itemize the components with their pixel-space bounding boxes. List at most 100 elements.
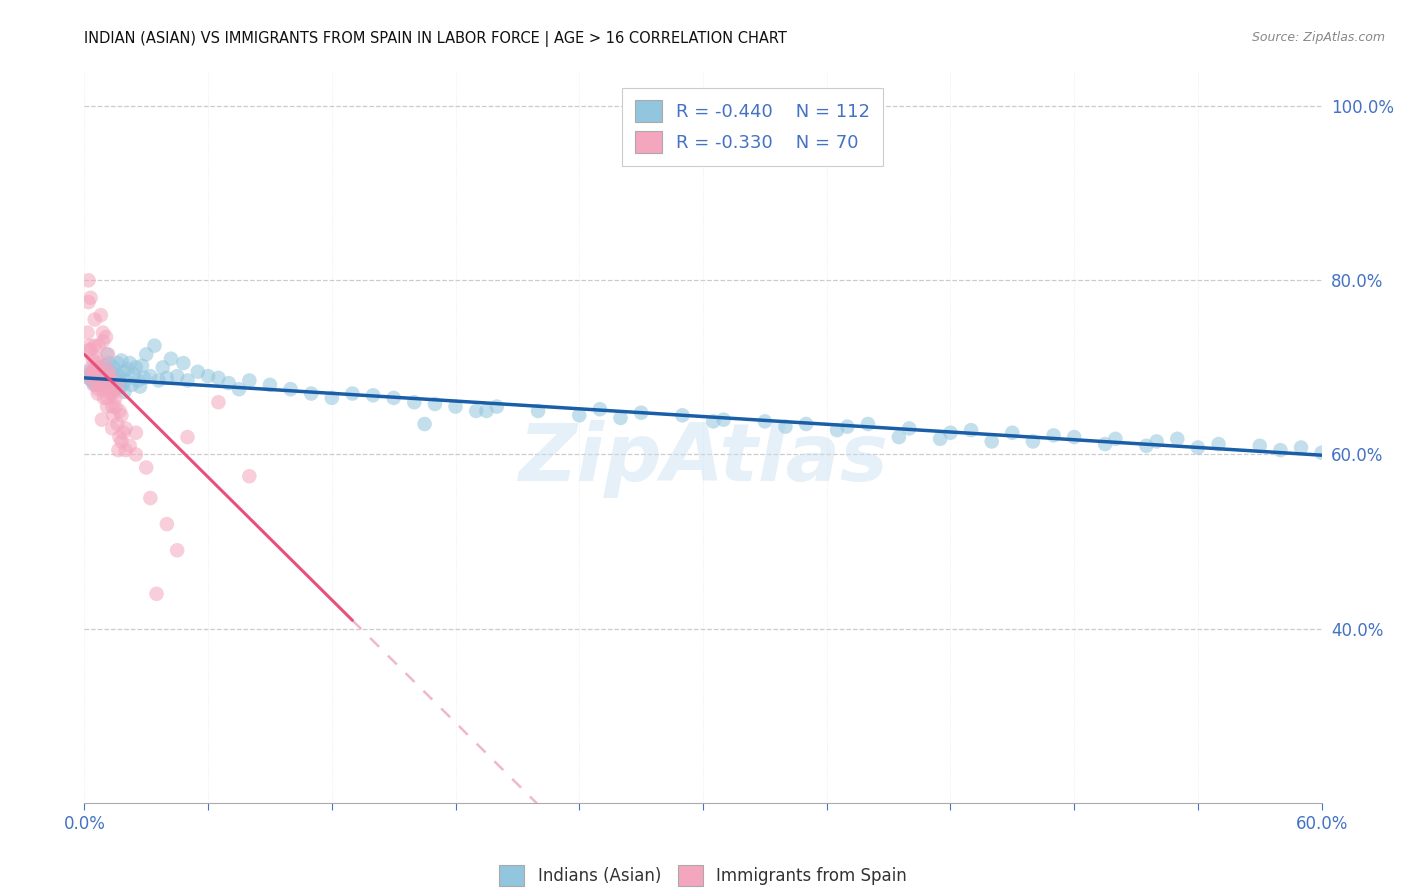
Point <box>110 379 132 393</box>
Point <box>112 365 135 379</box>
Point <box>82 365 104 379</box>
Point <box>79 369 101 384</box>
Point <box>90 369 112 384</box>
Point <box>197 369 219 384</box>
Point <box>754 414 776 428</box>
Point <box>94 359 117 373</box>
Point <box>485 400 508 414</box>
Point <box>87 369 110 384</box>
Point <box>166 369 188 384</box>
Point <box>79 338 101 352</box>
Point <box>118 356 141 370</box>
Point <box>218 376 240 390</box>
Point <box>1270 443 1292 458</box>
Point <box>609 411 631 425</box>
Point <box>1042 428 1064 442</box>
Point <box>103 360 125 375</box>
Point <box>114 384 136 399</box>
Point <box>630 406 652 420</box>
Point <box>960 423 983 437</box>
Point <box>1146 434 1168 449</box>
Point <box>80 360 103 375</box>
Point <box>93 391 115 405</box>
Point <box>98 386 121 401</box>
Point <box>176 374 198 388</box>
Point <box>110 409 132 423</box>
Point <box>86 365 108 379</box>
Point <box>103 382 125 396</box>
Point <box>156 517 179 532</box>
Point <box>97 369 120 384</box>
Point <box>321 391 343 405</box>
Point <box>117 362 139 376</box>
Point <box>110 353 132 368</box>
Point <box>1166 432 1188 446</box>
Point <box>1135 439 1157 453</box>
Point <box>127 374 149 388</box>
Point <box>134 371 156 385</box>
Point <box>98 365 121 379</box>
Point <box>77 295 100 310</box>
Point <box>148 374 170 388</box>
Point <box>238 469 260 483</box>
Point <box>94 374 117 388</box>
Point <box>145 587 167 601</box>
Point <box>125 425 148 440</box>
Point <box>125 360 148 375</box>
Point <box>100 386 122 401</box>
Point <box>80 374 103 388</box>
Point <box>104 391 127 405</box>
Point <box>101 371 124 385</box>
Point <box>90 308 112 322</box>
Point <box>82 351 104 366</box>
Point <box>77 371 100 385</box>
Point <box>104 400 127 414</box>
Point <box>568 409 591 423</box>
Point <box>75 369 97 384</box>
Point <box>775 419 797 434</box>
Point <box>89 377 111 392</box>
Point <box>131 359 153 373</box>
Point <box>89 360 111 375</box>
Point <box>207 371 229 385</box>
Point <box>166 543 188 558</box>
Point <box>929 432 952 446</box>
Point <box>112 425 135 440</box>
Point <box>713 412 735 426</box>
Point <box>1187 441 1209 455</box>
Point <box>83 362 105 376</box>
Point <box>361 388 384 402</box>
Point <box>111 377 134 392</box>
Point <box>423 397 446 411</box>
Text: ZipAtlas: ZipAtlas <box>517 420 889 498</box>
Point <box>671 409 693 423</box>
Point <box>107 443 129 458</box>
Point <box>939 425 962 440</box>
Point <box>96 377 118 392</box>
Point <box>86 356 108 370</box>
Point <box>87 338 110 352</box>
Text: INDIAN (ASIAN) VS IMMIGRANTS FROM SPAIN IN LABOR FORCE | AGE > 16 CORRELATION CH: INDIAN (ASIAN) VS IMMIGRANTS FROM SPAIN … <box>84 31 787 47</box>
Point <box>100 374 122 388</box>
Point <box>176 430 198 444</box>
Point <box>143 338 166 352</box>
Point <box>82 367 104 381</box>
Point <box>589 402 612 417</box>
Point <box>98 376 121 390</box>
Point <box>114 443 136 458</box>
Point <box>101 400 124 414</box>
Point <box>83 312 105 326</box>
Point <box>527 404 550 418</box>
Point <box>83 338 105 352</box>
Point <box>135 460 157 475</box>
Point <box>1249 439 1271 453</box>
Legend: Indians (Asian), Immigrants from Spain: Indians (Asian), Immigrants from Spain <box>492 859 914 892</box>
Point <box>86 351 108 366</box>
Point <box>94 374 117 388</box>
Point <box>105 417 128 431</box>
Point <box>110 434 132 449</box>
Point <box>444 400 467 414</box>
Point <box>103 386 125 401</box>
Point <box>238 374 260 388</box>
Point <box>108 369 131 384</box>
